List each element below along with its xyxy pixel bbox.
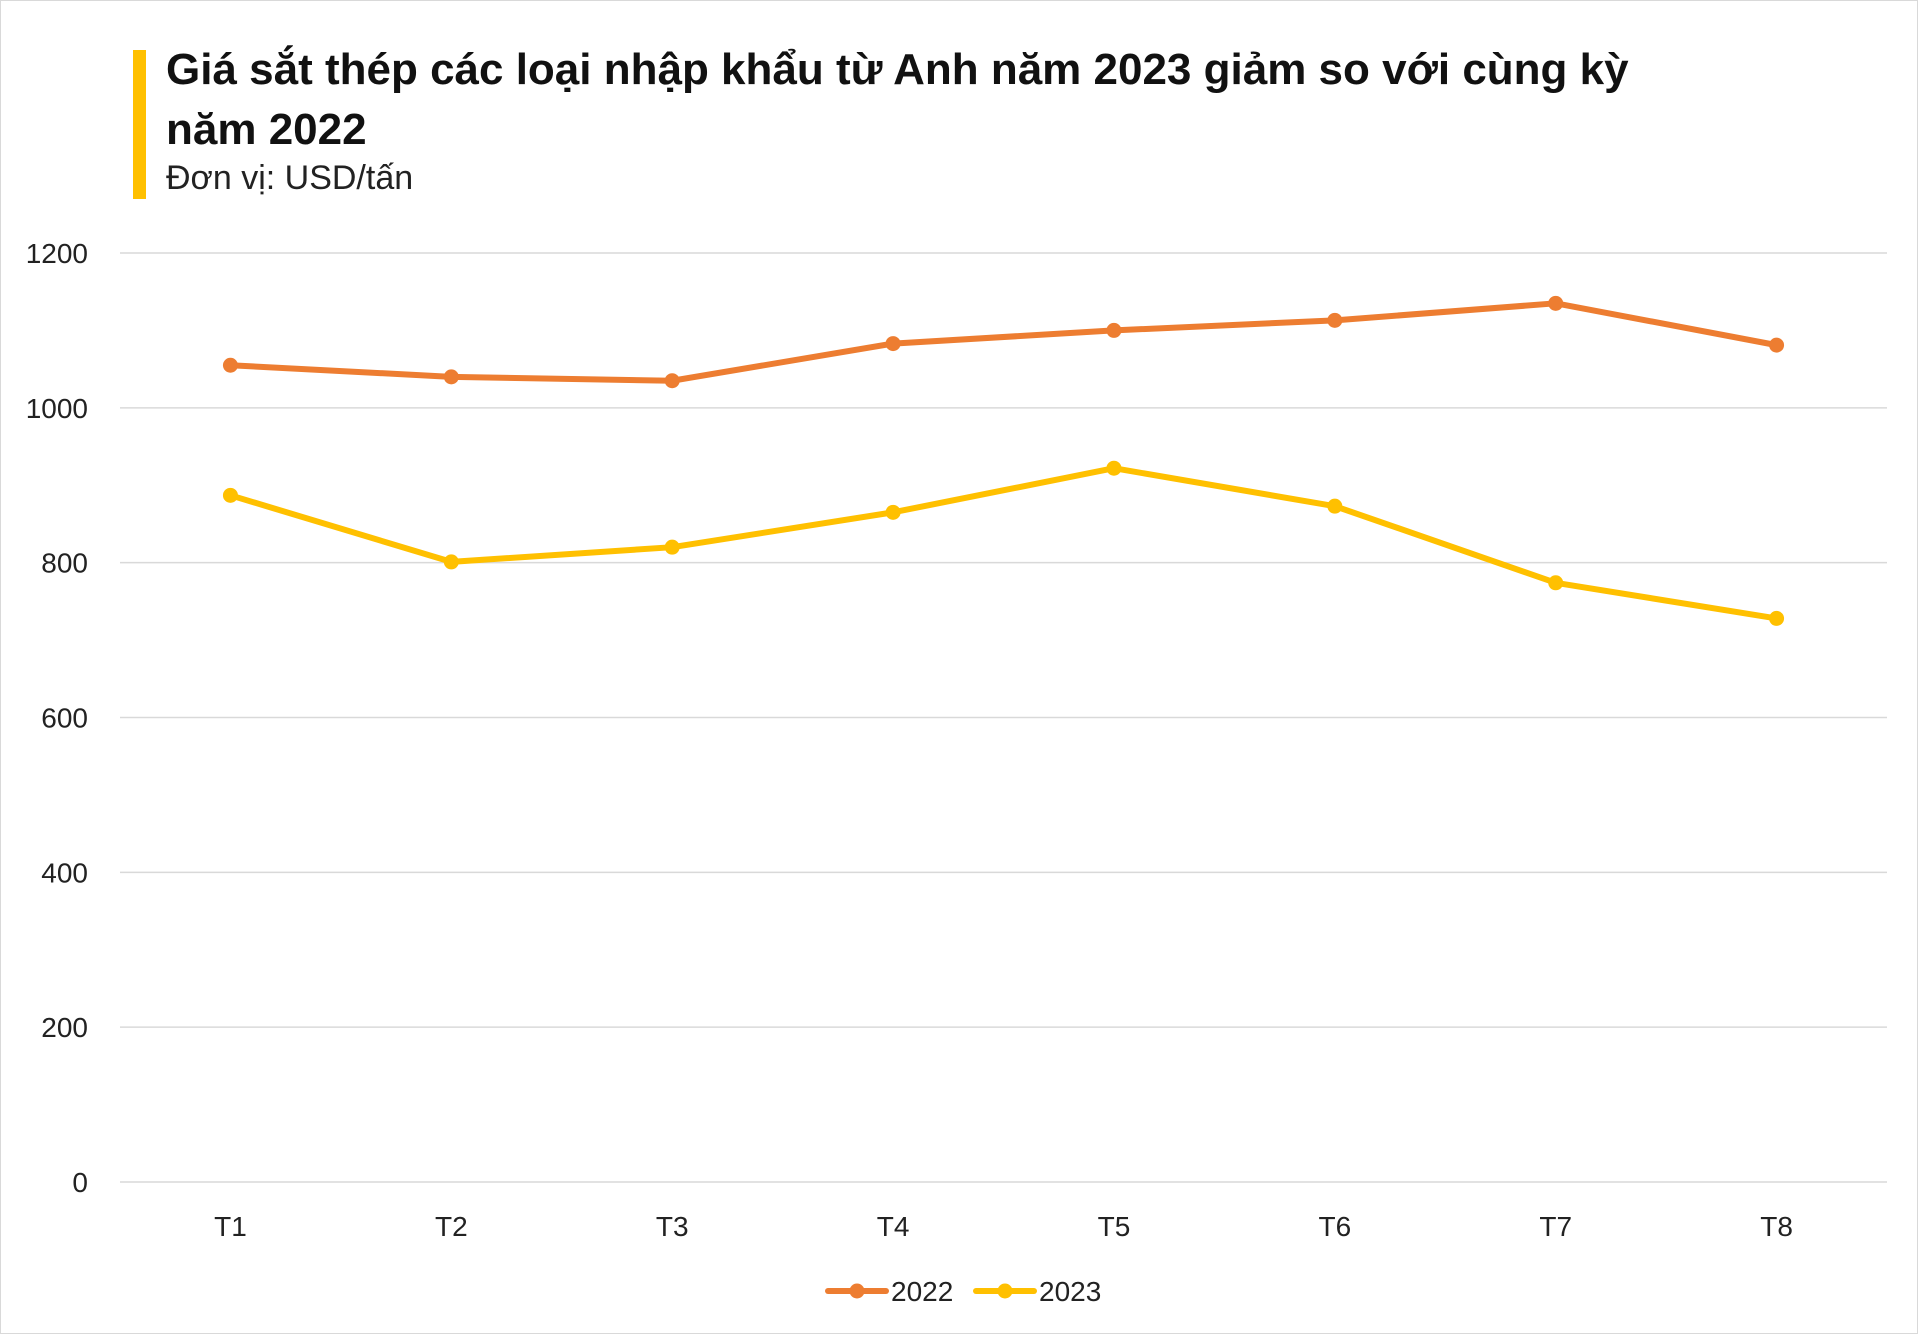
legend-item: 2023 — [973, 1276, 1101, 1307]
legend: 2022 2023 — [825, 1276, 1101, 1307]
legend-swatch-marker — [849, 1283, 865, 1299]
data-point — [1548, 295, 1564, 311]
series-line — [227, 300, 1780, 384]
legend-label: 2022 — [891, 1276, 953, 1307]
y-tick-label: 200 — [41, 1012, 88, 1043]
x-tick-label: T7 — [1539, 1211, 1572, 1242]
x-tick-label: T1 — [214, 1211, 247, 1242]
data-point — [1327, 498, 1343, 514]
data-point — [885, 336, 901, 352]
data-point — [664, 539, 680, 555]
data-point — [1548, 575, 1564, 591]
data-point — [885, 504, 901, 520]
x-axis-tick-labels: T1 T2 T3 T4 T5 T6 T7 T8 — [214, 1211, 1793, 1242]
chart-title: Giá sắt thép các loại nhập khẩu từ Anh n… — [166, 45, 1629, 154]
x-tick-label: T3 — [656, 1211, 689, 1242]
x-tick-label: T4 — [877, 1211, 910, 1242]
title-accent-bar — [133, 50, 146, 199]
data-point — [222, 487, 238, 503]
x-tick-label: T6 — [1318, 1211, 1351, 1242]
y-tick-label: 600 — [41, 703, 88, 734]
x-tick-label: T8 — [1760, 1211, 1793, 1242]
data-point — [1769, 337, 1785, 353]
legend-swatch-marker — [997, 1283, 1013, 1299]
data-point — [222, 357, 238, 373]
series-2022 — [222, 295, 1785, 389]
series-line — [227, 465, 1780, 622]
data-point — [664, 373, 680, 389]
series-layer — [222, 295, 1785, 626]
series-2023 — [222, 460, 1785, 626]
gridlines — [120, 252, 1887, 1183]
x-tick-label: T5 — [1098, 1211, 1131, 1242]
data-point — [443, 554, 459, 570]
data-point — [1106, 460, 1122, 476]
data-point — [443, 369, 459, 385]
legend-item: 2022 — [825, 1276, 953, 1307]
legend-label: 2023 — [1039, 1276, 1101, 1307]
data-point — [1327, 312, 1343, 328]
data-point — [1106, 322, 1122, 338]
y-tick-label: 800 — [41, 548, 88, 579]
y-tick-label: 1200 — [26, 238, 88, 269]
data-point — [1769, 610, 1785, 626]
y-axis-tick-labels: 0 200 400 600 800 1000 1200 — [26, 238, 88, 1198]
y-tick-label: 1000 — [26, 393, 88, 424]
chart-subtitle: Đơn vị: USD/tấn — [166, 159, 414, 197]
y-tick-label: 400 — [41, 857, 88, 888]
y-tick-label: 0 — [72, 1167, 88, 1198]
x-tick-label: T2 — [435, 1211, 468, 1242]
